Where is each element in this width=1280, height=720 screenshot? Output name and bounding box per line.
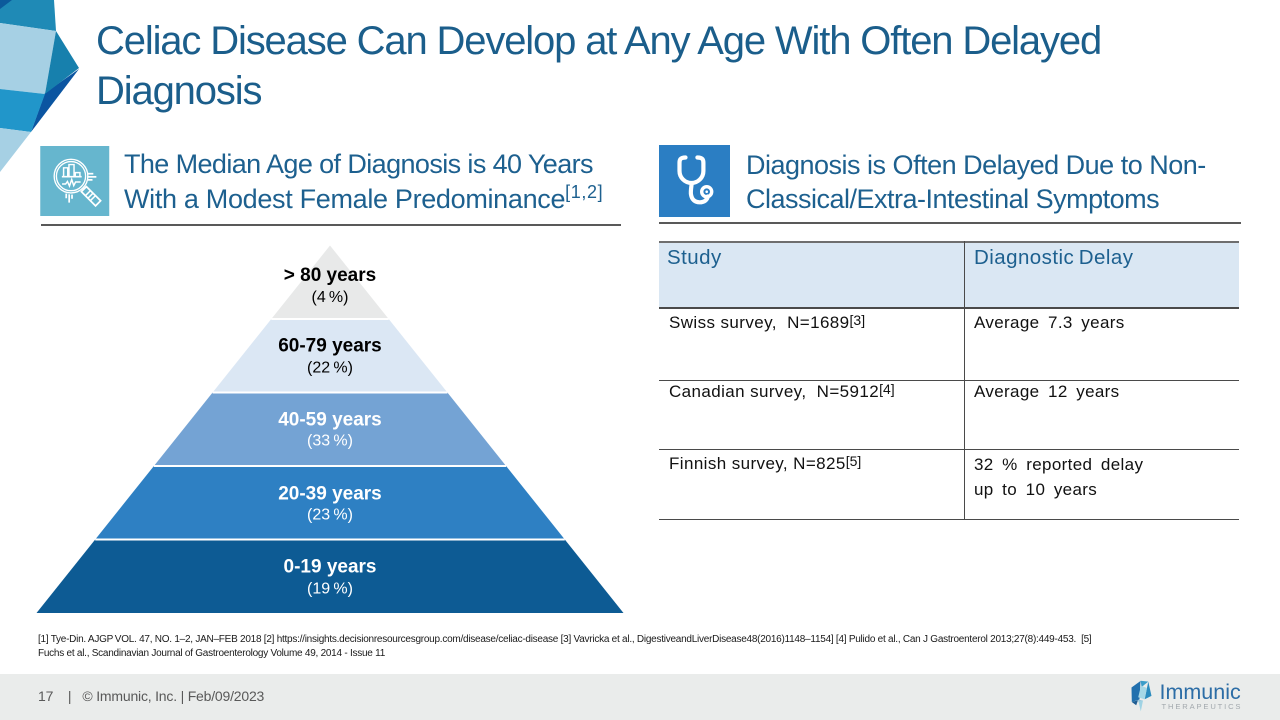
- svg-text:(33 %): (33 %): [307, 433, 353, 450]
- svg-text:Immunic: Immunic: [1160, 680, 1241, 704]
- svg-text:0-19 years: 0-19 years: [284, 557, 377, 578]
- svg-text:THERAPEUTICS: THERAPEUTICS: [1162, 702, 1243, 711]
- svg-text:(4 %): (4 %): [312, 289, 349, 306]
- svg-text:60-79 years: 60-79 years: [278, 336, 382, 357]
- svg-text:20-39 years: 20-39 years: [278, 484, 382, 505]
- svg-text:40-59 years: 40-59 years: [278, 410, 382, 431]
- svg-text:(22 %): (22 %): [307, 360, 353, 377]
- svg-text:(23 %): (23 %): [307, 507, 353, 524]
- svg-text:> 80 years: > 80 years: [284, 265, 376, 286]
- svg-text:(19 %): (19 %): [307, 581, 353, 598]
